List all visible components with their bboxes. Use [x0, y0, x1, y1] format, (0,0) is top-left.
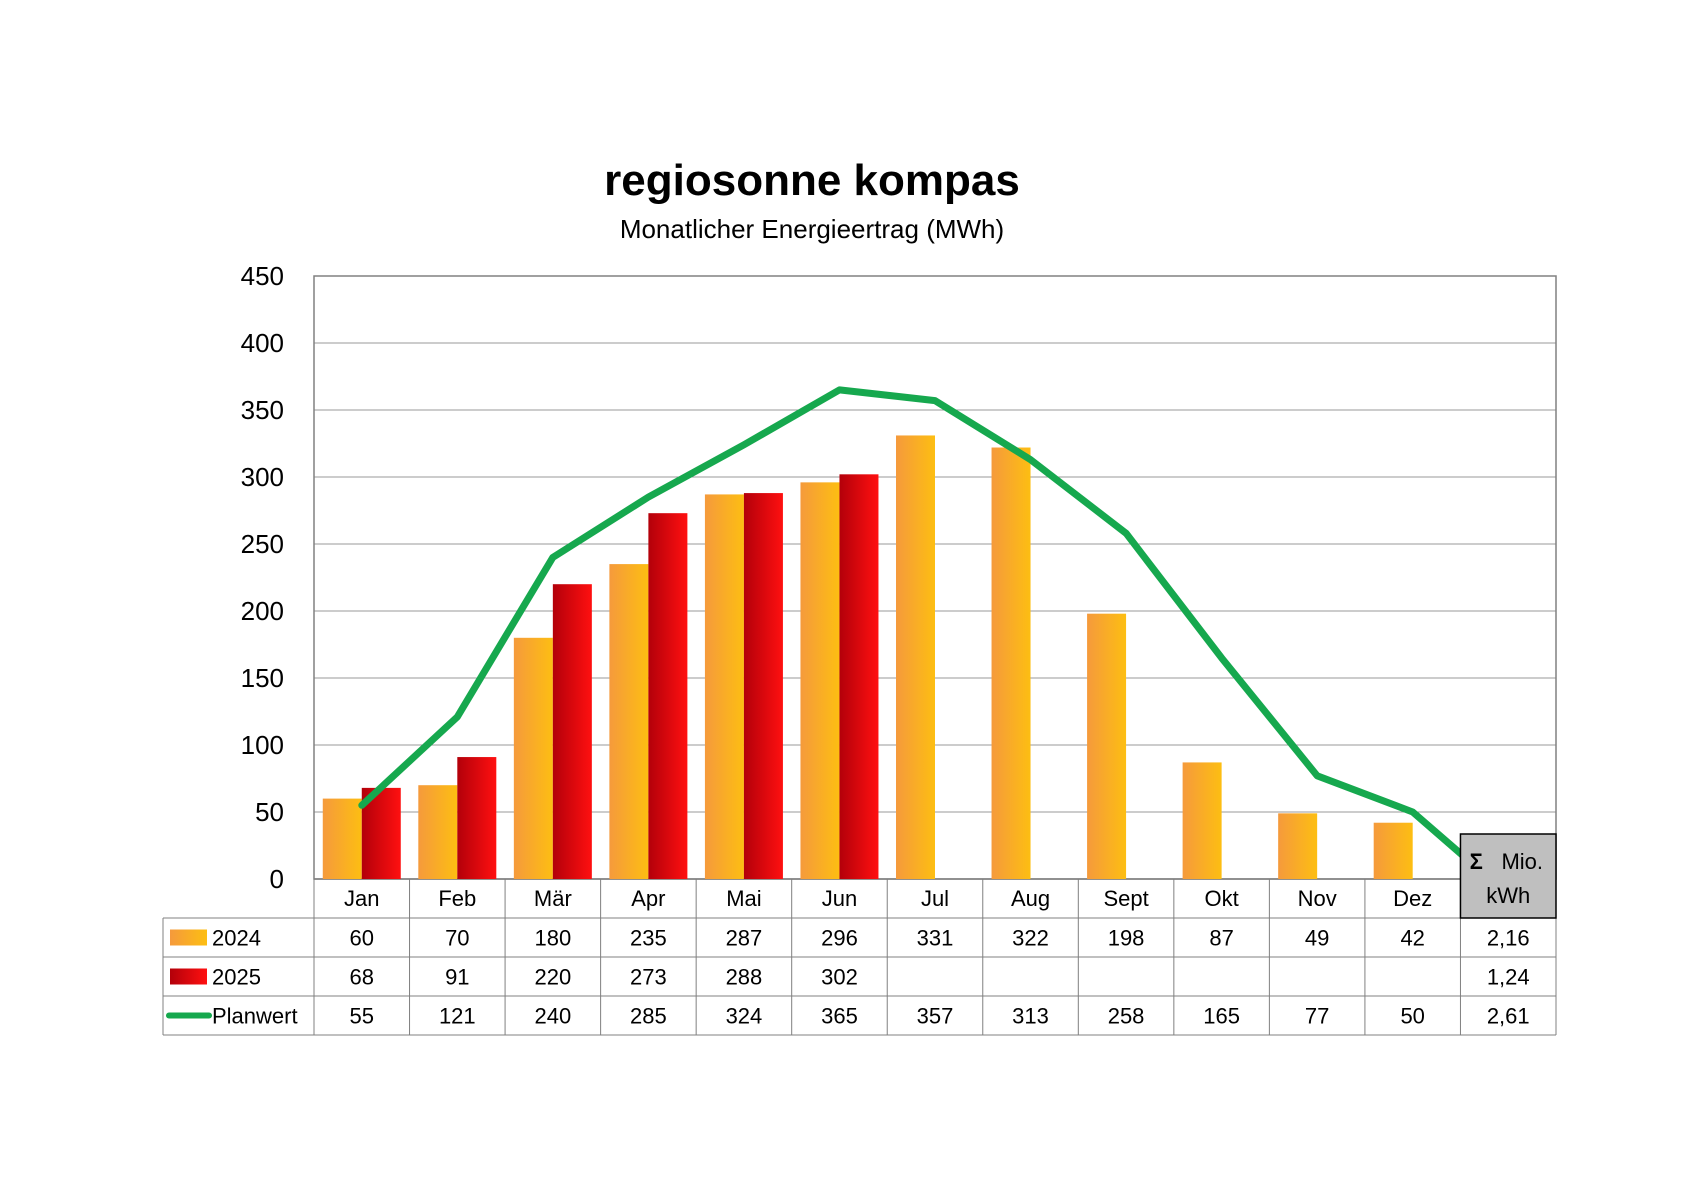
x-category-label: Okt [1204, 886, 1238, 911]
table-cell-value: 273 [630, 965, 667, 990]
y-axis-ticks: 0 50 100 150 200 250 300 350 400 450 [241, 261, 284, 894]
y-tick-label: 300 [241, 462, 284, 492]
bar-2024 [1182, 762, 1222, 879]
legend-label: 2025 [212, 965, 261, 990]
bars [322, 435, 1413, 879]
table-cell-value: 365 [821, 1004, 858, 1029]
table-cell-value: 60 [350, 926, 374, 951]
bar-2025 [552, 584, 592, 879]
legend-key-2025 [170, 968, 207, 985]
table-cell-value: 287 [726, 926, 763, 951]
table-cell-value: 68 [350, 965, 374, 990]
table-cell-value: 357 [917, 1004, 954, 1029]
y-tick-label: 400 [241, 328, 284, 358]
table-cell-value: 313 [1012, 1004, 1049, 1029]
x-category-label: Mär [534, 886, 572, 911]
y-tick-label: 250 [241, 529, 284, 559]
table-cell-value: 258 [1108, 1004, 1145, 1029]
y-tick-label: 350 [241, 395, 284, 425]
x-category-label: Jan [344, 886, 379, 911]
table-cell-value: 165 [1203, 1004, 1240, 1029]
y-tick-label: 50 [255, 797, 284, 827]
table-cell-value: 121 [439, 1004, 476, 1029]
table-total-value: 1,24 [1487, 965, 1530, 990]
planwert-line-layer [358, 386, 1472, 864]
chart-subtitle: Monatlicher Energieertrag (MWh) [620, 214, 1004, 244]
bar-2025 [839, 474, 879, 879]
x-category-label: Sept [1103, 886, 1148, 911]
table-cell-value: 296 [821, 926, 858, 951]
y-tick-label: 100 [241, 730, 284, 760]
y-tick-label: 200 [241, 596, 284, 626]
bar-2024 [800, 482, 840, 879]
legend-key-2024 [170, 929, 207, 946]
bar-2024 [418, 785, 458, 879]
bar-2025 [743, 493, 783, 879]
x-category-label: Apr [631, 886, 665, 911]
bar-2024 [609, 564, 649, 879]
table-cell-value: 331 [917, 926, 954, 951]
bar-2024 [704, 494, 744, 879]
bar-2024 [991, 447, 1031, 879]
x-category-label: Mai [726, 886, 761, 911]
table-cell-value: 180 [534, 926, 571, 951]
sigma-symbol: Σ [1470, 849, 1483, 874]
table-cell-value: 302 [821, 965, 858, 990]
x-category-label: Nov [1298, 886, 1337, 911]
table-cell-value: 91 [445, 965, 469, 990]
chart-title: regiosonne kompas [604, 156, 1020, 205]
table-cell-value: 285 [630, 1004, 667, 1029]
table-cell-value: 235 [630, 926, 667, 951]
total-unit-line1: Mio. [1501, 849, 1543, 874]
bar-2025 [457, 757, 497, 879]
y-tick-label: 150 [241, 663, 284, 693]
total-unit-line2: kWh [1486, 883, 1530, 908]
table-cell-value: 324 [726, 1004, 763, 1029]
legend-label: Planwert [212, 1004, 298, 1029]
bar-2024 [896, 435, 935, 879]
table-cell-value: 322 [1012, 926, 1049, 951]
y-tick-label: 0 [270, 864, 284, 894]
table-cell-value: 77 [1305, 1004, 1329, 1029]
table-cell-value: 50 [1400, 1004, 1424, 1029]
y-tick-label: 450 [241, 261, 284, 291]
table-cell-value: 70 [445, 926, 469, 951]
table-cell-value: 87 [1209, 926, 1233, 951]
table-total-value: 2,16 [1487, 926, 1530, 951]
table-cell-value: 288 [726, 965, 763, 990]
bar-2024 [513, 637, 553, 879]
bar-2024 [1278, 813, 1318, 879]
x-category-label: Feb [438, 886, 476, 911]
total-header-box [1459, 833, 1557, 919]
x-category-label: Jun [822, 886, 857, 911]
bar-2024 [322, 798, 362, 879]
x-category-label: Jul [921, 886, 949, 911]
bar-2024 [1373, 822, 1413, 879]
table-cell-value: 55 [350, 1004, 374, 1029]
x-category-label: Aug [1011, 886, 1050, 911]
table-cell-value: 240 [534, 1004, 571, 1029]
bar-2025 [648, 513, 688, 879]
legend-label: 2024 [212, 926, 261, 951]
table-total-value: 2,61 [1487, 1004, 1530, 1029]
data-table: Σ Mio. kWh Jan Feb Mär Apr Mai Jun Jul Aug Sept Okt N… [162, 833, 1557, 1036]
table-cell-value: 49 [1305, 926, 1329, 951]
table-cell-value: 198 [1108, 926, 1145, 951]
planwert-line [358, 386, 1472, 864]
bar-2024 [1087, 613, 1127, 879]
table-cell-value: 220 [534, 965, 571, 990]
x-category-label: Dez [1393, 886, 1432, 911]
table-cell-value: 42 [1400, 926, 1424, 951]
